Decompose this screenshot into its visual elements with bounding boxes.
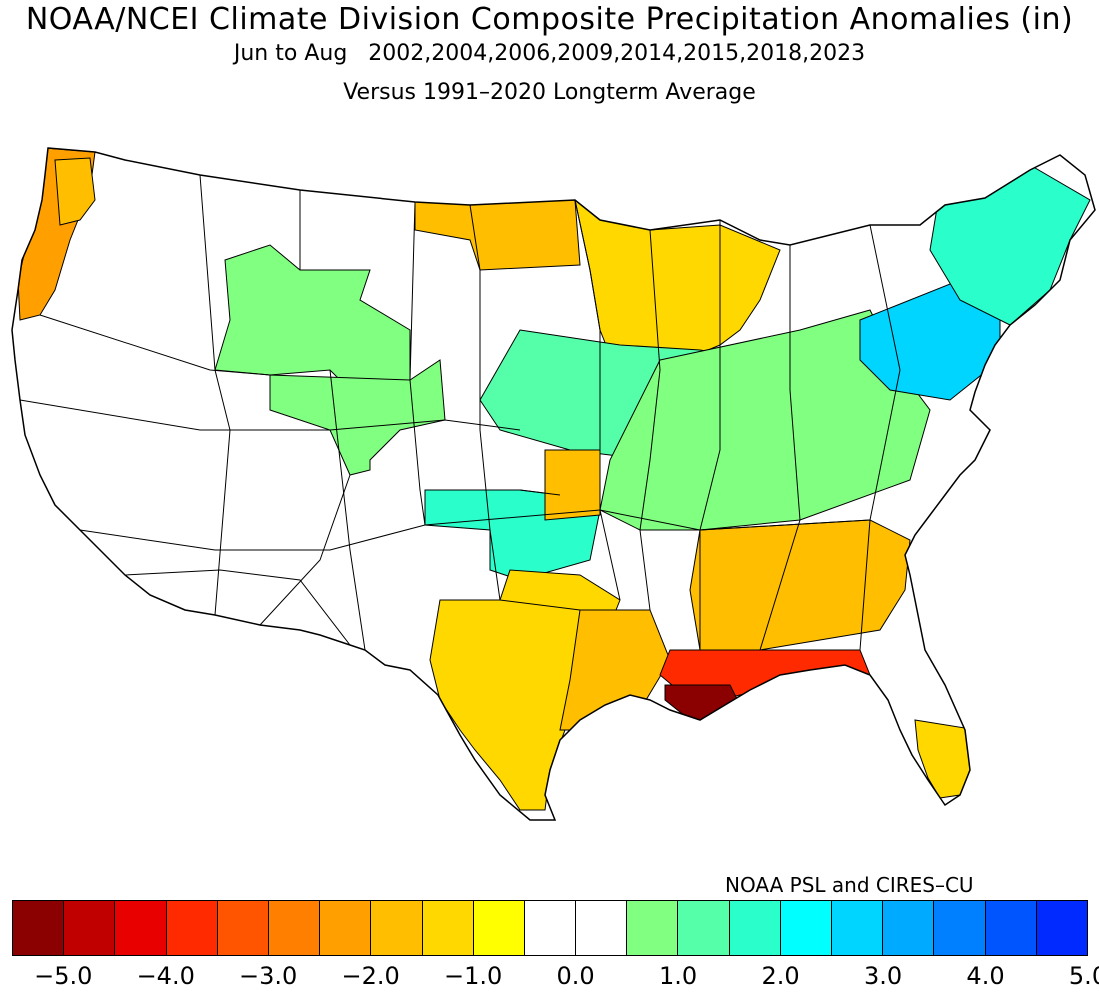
- colorbar-swatch: [985, 901, 1037, 955]
- map-subtitle-years: Jun to Aug 2002,2004,2006,2009,2014,2015…: [233, 41, 866, 66]
- colorbar-tick-label: 4.0: [966, 962, 1005, 990]
- division-boundary: [699, 220, 721, 650]
- division-boundary: [440, 599, 650, 611]
- colorbar-swatch: [729, 901, 781, 955]
- colorbar-swatch: [883, 901, 935, 955]
- us-climate-division-map: [0, 130, 1099, 860]
- division-boundary: [519, 489, 561, 496]
- colorbar-swatch: [166, 901, 218, 955]
- division-boundary: [79, 509, 871, 551]
- colorbar-tick-label: −1.0: [444, 962, 503, 990]
- anomaly-region: [599, 309, 931, 531]
- colorbar-swatch: [576, 901, 628, 955]
- colorbar-tick-label: 5.0: [1068, 962, 1099, 990]
- colorbar-swatch: [627, 901, 679, 955]
- division-boundary: [259, 474, 351, 626]
- colorbar-swatch: [371, 901, 423, 955]
- colorbar-swatch: [320, 901, 372, 955]
- anomaly-region: [269, 359, 446, 476]
- division-boundary: [124, 569, 351, 646]
- colorbar-swatch: [524, 901, 577, 955]
- division-boundary: [639, 229, 661, 611]
- division-boundary: [39, 314, 271, 376]
- division-boundary: [409, 201, 426, 526]
- colorbar-swatch: [934, 901, 986, 955]
- colorbar-tick-label: −5.0: [34, 962, 93, 990]
- colorbar-swatch: [115, 901, 167, 955]
- anomaly-region: [54, 157, 96, 226]
- colorbar-swatch: [13, 901, 65, 955]
- colorbar-ticks: −5.0 −4.0 −3.0 −2.0 −1.0 0.0 1.0 2.0 3.0 4.0 5.0: [0, 962, 1099, 992]
- division-boundary: [759, 245, 801, 651]
- colorbar-tick-label: 3.0: [863, 962, 903, 990]
- anomaly-region: [689, 519, 911, 651]
- colorbar-tick-label: 1.0: [659, 962, 698, 990]
- data-credit: NOAA PSL and CIRES–CU: [725, 873, 974, 897]
- anomaly-region: [544, 449, 601, 521]
- colorbar-tick-label: −3.0: [239, 962, 298, 990]
- colorbar-tick-label: −2.0: [341, 962, 400, 990]
- colorbar-swatch: [422, 901, 474, 955]
- colorbar-swatch: [64, 901, 116, 955]
- division-boundary: [469, 204, 501, 601]
- colorbar-swatch: [1036, 901, 1087, 955]
- colorbar-tick-label: −4.0: [136, 962, 195, 990]
- colorbar-swatch: [780, 901, 832, 955]
- colorbar-tick-label: 2.0: [761, 962, 800, 990]
- colorbar-tick-label: 0.0: [556, 962, 595, 990]
- division-boundary: [859, 224, 901, 651]
- division-boundary: [329, 369, 366, 651]
- colorbar: [12, 900, 1088, 956]
- map-subtitle-baseline: Versus 1991–2020 Longterm Average: [343, 80, 756, 105]
- division-boundary: [19, 399, 521, 431]
- colorbar-swatch: [268, 901, 321, 955]
- map-title: NOAA/NCEI Climate Division Composite Pre…: [25, 2, 1074, 37]
- division-boundary: [199, 174, 231, 616]
- colorbar-swatch: [678, 901, 730, 955]
- division-boundary: [574, 199, 621, 601]
- colorbar-swatch: [473, 901, 525, 955]
- colorbar-swatch: [217, 901, 269, 955]
- colorbar-swatch: [832, 901, 884, 955]
